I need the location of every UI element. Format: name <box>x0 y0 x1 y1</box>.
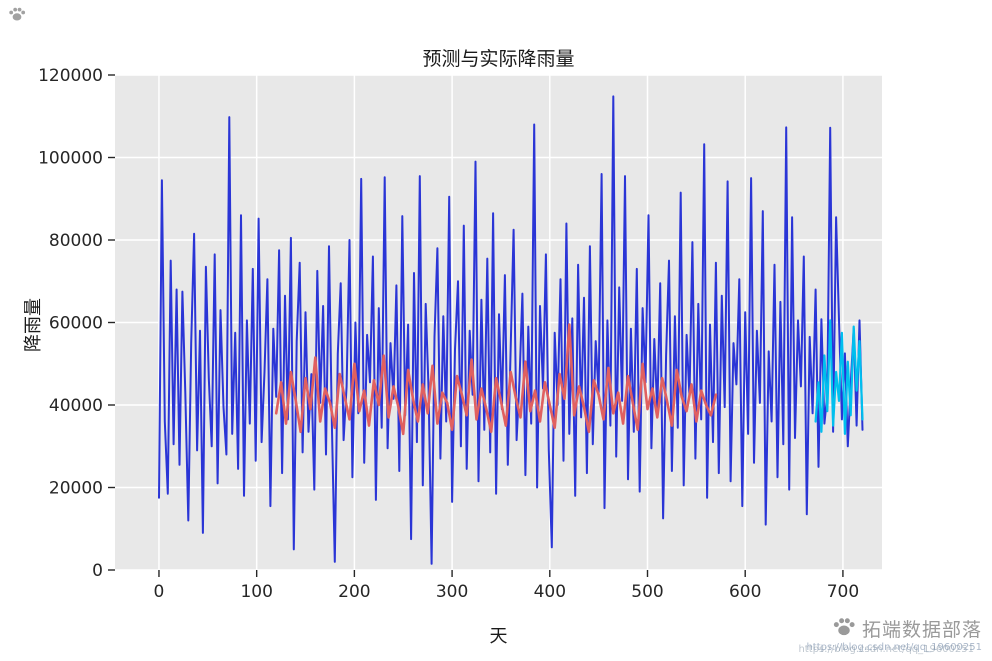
y-tick-label: 20000 <box>49 479 103 499</box>
y-tick-label: 60000 <box>49 314 103 334</box>
y-tick-label: 120000 <box>38 66 103 86</box>
x-tick-label: 200 <box>338 582 370 602</box>
x-tick-label: 0 <box>154 582 165 602</box>
red-series-line <box>274 323 718 436</box>
cyan-series-line <box>814 319 864 435</box>
paw-icon <box>8 6 26 26</box>
watermark: 拓端数据部落 https://blog.csdn.net/qq_19600251… <box>798 615 982 655</box>
blue-series-line <box>158 95 864 565</box>
x-tick-label: 100 <box>240 582 272 602</box>
y-tick-label: 0 <box>92 561 103 581</box>
x-axis-label: 天 <box>489 626 508 647</box>
paw-icon <box>832 616 856 641</box>
watermark-url-shadow: https://blog.csdn.net/qq_19600251 <box>798 644 974 655</box>
x-tick-label: 300 <box>436 582 468 602</box>
y-tick-label: 80000 <box>49 231 103 251</box>
x-tick-label: 600 <box>729 582 761 602</box>
x-tick-label: 700 <box>827 582 859 602</box>
y-axis-label: 降雨量 <box>23 298 44 352</box>
watermark-brand: 拓端数据部落 <box>861 619 982 641</box>
y-tick-label: 100000 <box>38 149 103 169</box>
chart-title: 预测与实际降雨量 <box>422 48 575 70</box>
x-tick-label: 400 <box>534 582 566 602</box>
watermark-url: https://blog.csdn.net/qq_19600251 <box>806 642 982 653</box>
y-tick-label: 40000 <box>49 396 103 416</box>
x-tick-label: 500 <box>631 582 663 602</box>
